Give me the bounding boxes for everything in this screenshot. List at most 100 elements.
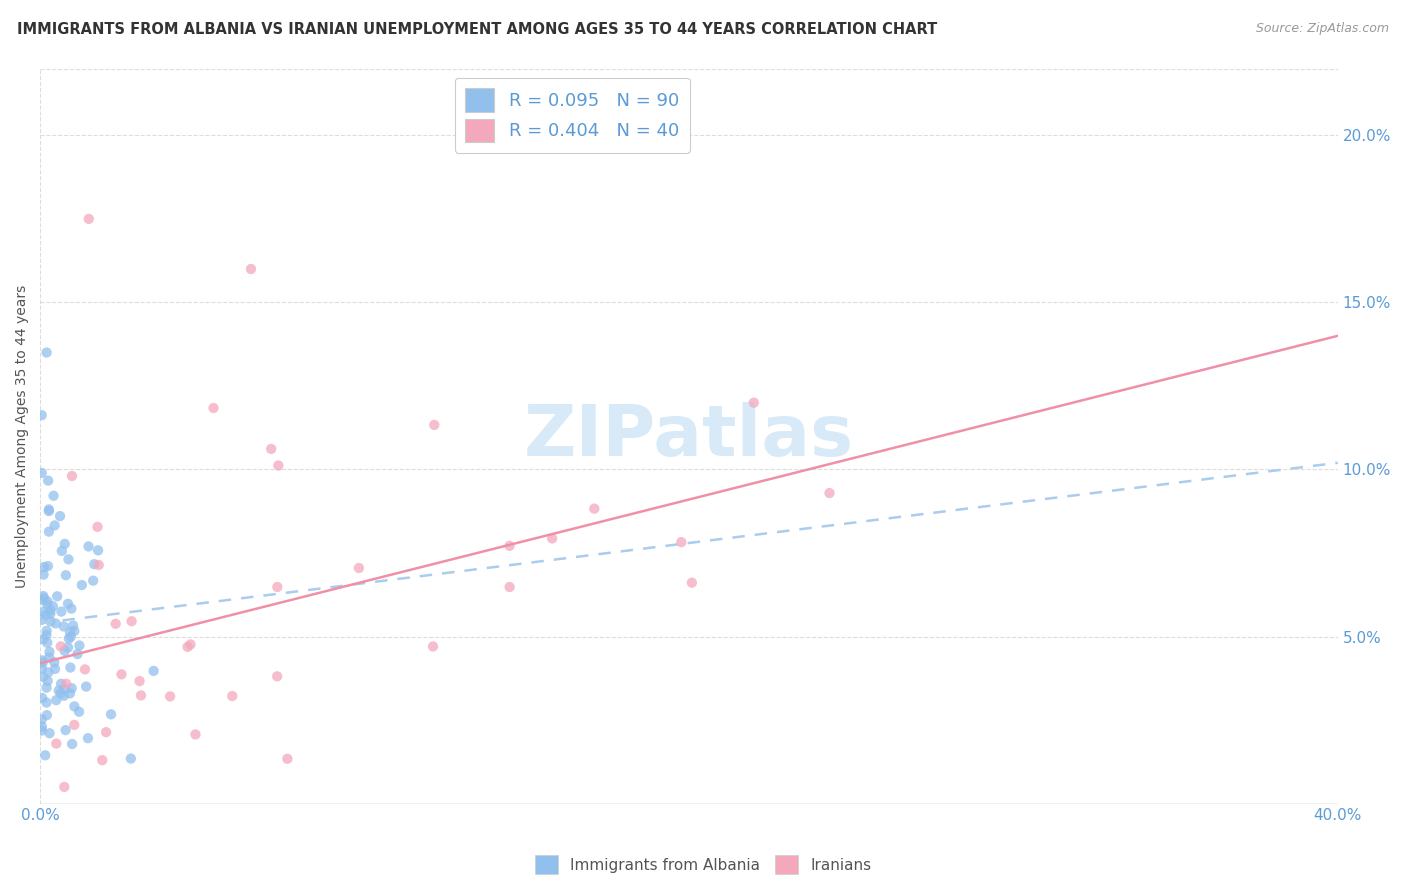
Point: [94, 725, 117, 739]
Point: [59, 630, 82, 644]
Point: [498, 539, 520, 553]
Point: [86, 520, 108, 534]
Point: [59, 625, 82, 640]
Point: [67, 705, 90, 719]
Point: [38, 524, 60, 539]
Point: [110, 667, 132, 681]
Point: [56, 640, 79, 655]
Point: [59, 660, 82, 674]
Point: [38, 645, 60, 659]
Point: [267, 458, 290, 473]
Point: [35, 696, 58, 710]
Point: [541, 532, 564, 546]
Point: [34, 748, 56, 763]
Point: [42, 489, 65, 503]
Point: [32, 632, 55, 647]
Text: Source: ZipAtlas.com: Source: ZipAtlas.com: [1256, 22, 1389, 36]
Point: [176, 640, 198, 654]
Point: [67, 639, 90, 653]
Point: [56, 597, 79, 611]
Point: [59, 686, 82, 700]
Point: [31, 713, 53, 727]
Point: [742, 395, 765, 409]
Point: [48, 683, 70, 698]
Point: [52, 619, 75, 633]
Point: [52, 689, 75, 703]
Point: [44, 655, 66, 669]
Point: [49, 677, 72, 691]
Point: [266, 669, 288, 683]
Point: [39, 607, 62, 621]
Point: [583, 501, 606, 516]
Point: [49, 686, 72, 700]
Point: [221, 689, 243, 703]
Point: [70, 578, 93, 592]
Point: [37, 474, 59, 488]
Point: [35, 708, 58, 723]
Point: [77, 540, 100, 554]
Point: [82, 574, 104, 588]
Text: IMMIGRANTS FROM ALBANIA VS IRANIAN UNEMPLOYMENT AMONG AGES 35 TO 44 YEARS CORREL: IMMIGRANTS FROM ALBANIA VS IRANIAN UNEMP…: [17, 22, 938, 37]
Point: [73, 662, 96, 676]
Point: [104, 616, 127, 631]
Point: [51, 605, 73, 619]
Point: [49, 509, 72, 524]
Point: [44, 662, 66, 676]
Point: [681, 575, 703, 590]
Point: [55, 723, 77, 738]
Point: [38, 650, 60, 665]
Point: [100, 707, 122, 722]
Point: [38, 504, 60, 518]
Point: [45, 693, 67, 707]
Point: [49, 640, 72, 654]
Point: [42, 599, 65, 614]
Point: [32, 591, 55, 606]
Point: [184, 727, 207, 741]
Point: [91, 753, 114, 767]
Point: [63, 699, 86, 714]
Point: [32, 605, 55, 619]
Point: [35, 681, 58, 695]
Point: [35, 345, 58, 359]
Point: [37, 559, 59, 574]
Point: [46, 589, 69, 603]
Point: [202, 401, 225, 415]
Point: [35, 624, 58, 638]
Point: [31, 408, 53, 422]
Point: [55, 568, 77, 582]
Point: [347, 561, 370, 575]
Point: [39, 615, 62, 629]
Point: [37, 665, 59, 680]
Point: [37, 636, 59, 650]
Point: [53, 780, 76, 794]
Point: [37, 598, 59, 612]
Point: [121, 614, 143, 628]
Point: [66, 647, 89, 661]
Point: [31, 613, 53, 627]
Point: [60, 737, 83, 751]
Point: [266, 580, 288, 594]
Point: [31, 720, 53, 734]
Point: [31, 466, 53, 480]
Point: [671, 535, 693, 549]
Legend: R = 0.095   N = 90, R = 0.404   N = 40: R = 0.095 N = 90, R = 0.404 N = 40: [454, 78, 690, 153]
Point: [31, 656, 53, 670]
Point: [31, 653, 53, 667]
Point: [77, 211, 100, 226]
Point: [128, 674, 150, 689]
Point: [498, 580, 520, 594]
Point: [32, 589, 55, 603]
Legend: Immigrants from Albania, Iranians: Immigrants from Albania, Iranians: [529, 849, 877, 880]
Point: [240, 262, 263, 277]
Point: [62, 618, 84, 632]
Point: [60, 681, 83, 696]
Point: [35, 628, 58, 642]
Point: [142, 664, 165, 678]
Point: [45, 737, 67, 751]
Point: [63, 718, 86, 732]
Text: ZIPatlas: ZIPatlas: [524, 401, 853, 471]
Point: [260, 442, 283, 456]
Point: [87, 558, 110, 572]
Point: [31, 593, 53, 607]
Point: [53, 681, 76, 696]
